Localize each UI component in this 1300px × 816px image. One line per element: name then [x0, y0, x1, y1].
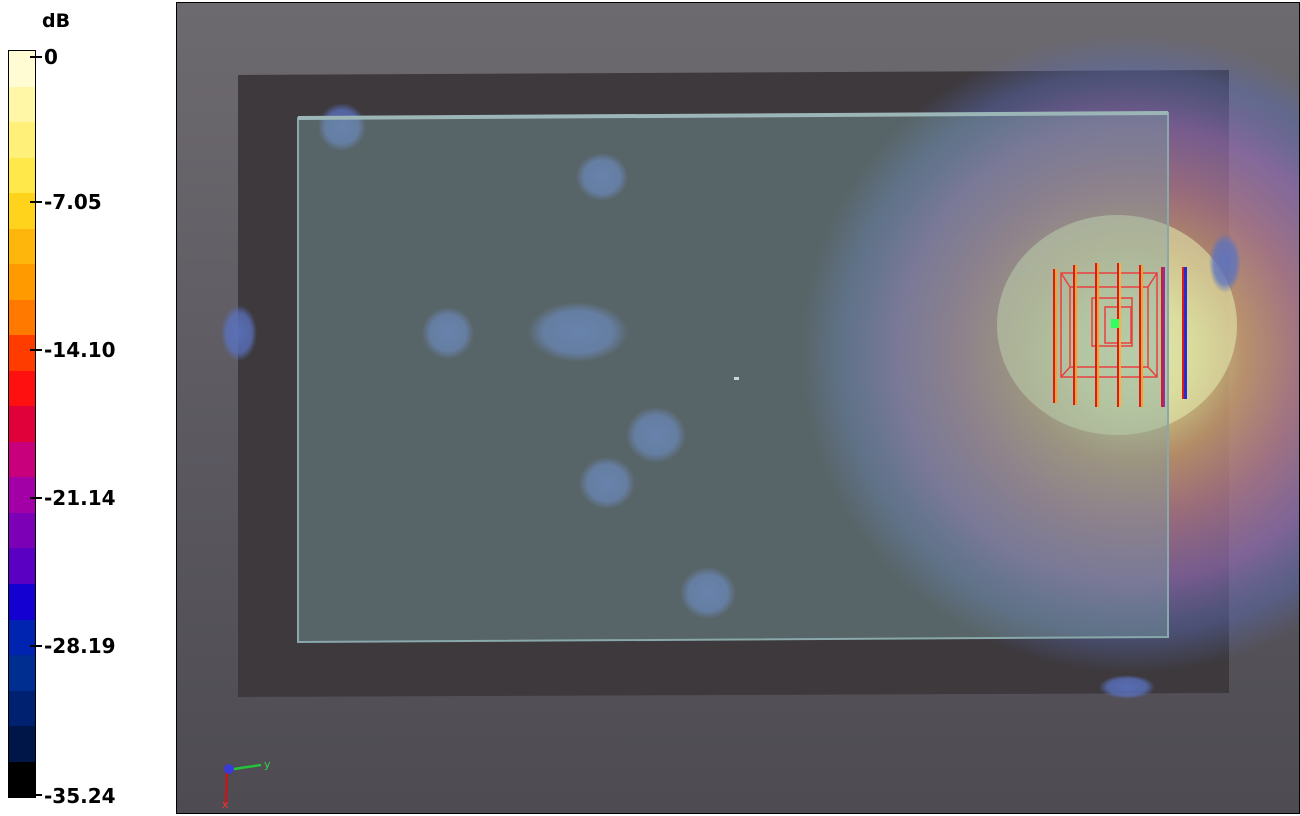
legend-tick	[30, 201, 42, 203]
colorbar-segment	[9, 157, 35, 194]
colorbar-segment	[9, 583, 35, 620]
colorbar-scale	[8, 50, 36, 798]
legend-tick-label-4: -28.19	[44, 634, 116, 658]
colorbar-legend: dB 0 -7.05 -14.10 -21.14 -28.19 -35.24	[0, 0, 170, 816]
field-blob	[422, 307, 474, 359]
source-point	[1111, 319, 1119, 328]
field-blob	[579, 457, 635, 509]
legend-tick-label-3: -21.14	[44, 486, 116, 510]
legend-tick	[30, 794, 42, 796]
legend-tick-label-0: 0	[44, 45, 58, 69]
legend-tick	[30, 645, 42, 647]
colorbar-segment	[9, 441, 35, 478]
legend-tick	[30, 497, 42, 499]
field-blob	[528, 302, 628, 362]
colorbar-segment	[9, 548, 35, 584]
colorbar-segment	[9, 477, 35, 513]
axis-triad: y x	[222, 758, 271, 811]
legend-tick	[30, 349, 42, 351]
legend-unit-label: dB	[42, 10, 71, 32]
colorbar-segment	[9, 86, 35, 123]
axis-y-label: y	[264, 758, 271, 771]
plane-top-edge	[297, 111, 1169, 120]
field-blob	[318, 103, 366, 151]
field-blob	[1209, 233, 1241, 293]
legend-tick-label-5: -35.24	[44, 784, 116, 808]
colorbar-segment	[9, 122, 35, 158]
colorbar-segment	[9, 512, 35, 549]
legend-tick	[30, 56, 42, 58]
colorbar-segment	[9, 228, 35, 265]
colorbar-segment	[9, 690, 35, 727]
colorbar-segment	[9, 370, 35, 407]
colorbar-segment	[9, 619, 35, 656]
antenna-fins	[1053, 263, 1187, 407]
colorbar-segment	[9, 335, 35, 371]
3d-viewport[interactable]: y x	[176, 2, 1300, 814]
colorbar-segment	[9, 726, 35, 762]
colorbar-segment	[9, 299, 35, 336]
antenna-wireframe	[1060, 272, 1158, 378]
colorbar-segment	[9, 193, 35, 229]
colorbar-segment	[9, 264, 35, 300]
field-blob	[576, 153, 628, 201]
colorbar-segment	[9, 761, 35, 798]
field-blob	[626, 407, 686, 463]
field-blob	[680, 567, 736, 619]
legend-tick-label-1: -7.05	[44, 190, 102, 214]
component-plane	[297, 111, 1169, 644]
field-scene[interactable]: y x	[177, 3, 1300, 814]
colorbar-segment	[9, 655, 35, 691]
legend-tick-label-2: -14.10	[44, 338, 116, 362]
field-blob	[221, 305, 257, 361]
colorbar-segment	[9, 406, 35, 442]
probe-marker	[734, 377, 739, 380]
axis-x-label: x	[222, 798, 229, 811]
field-blob	[1099, 675, 1155, 699]
